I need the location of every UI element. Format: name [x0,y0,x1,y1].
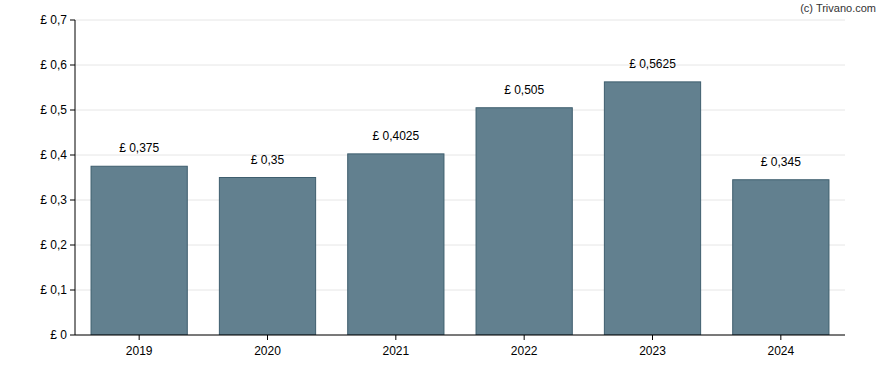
grid-line [75,290,845,291]
x-tick [395,335,396,340]
bars [91,82,829,335]
x-tick [139,335,140,340]
y-tick [70,200,75,201]
grid-line [75,200,845,201]
grid-line [75,110,845,111]
y-tick [70,65,75,66]
annotation: (c) Trivano.com [800,2,876,14]
data-label: £ 0,4025 [372,129,419,143]
x-tick [267,335,268,340]
y-tick-label: £ 0 [50,328,67,342]
y-axis [75,20,76,335]
bar [91,166,187,335]
y-tick-label: £ 0,6 [40,58,67,72]
x-tick-label: 2023 [639,344,666,358]
y-tick [70,335,75,336]
bar [604,82,700,335]
grid-line [75,335,845,336]
y-tick [70,20,75,21]
grid-line [75,155,845,156]
y-tick [70,110,75,111]
y-tick-label: £ 0,5 [40,103,67,117]
x-tick-label: 2020 [254,344,281,358]
x-tick-label: 2019 [126,344,153,358]
grid-line [75,65,845,66]
y-tick-label: £ 0,2 [40,238,67,252]
y-tick [70,245,75,246]
x-tick [524,335,525,340]
data-label: £ 0,505 [504,83,544,97]
data-label: £ 0,35 [251,153,285,167]
x-tick-label: 2022 [511,344,538,358]
grid-line [75,20,845,21]
grid-line [75,245,845,246]
y-tick [70,155,75,156]
y-tick-label: £ 0,1 [40,283,67,297]
bar [219,178,315,336]
y-tick-label: £ 0,7 [40,13,67,27]
bar [348,154,444,335]
x-axis [75,335,845,336]
data-label: £ 0,375 [119,141,159,155]
x-tick [780,335,781,340]
bar [476,108,572,335]
data-label: £ 0,345 [761,155,801,169]
x-tick [652,335,653,340]
data-label: £ 0,5625 [629,57,676,71]
y-tick-label: £ 0,4 [40,148,67,162]
chart: £ 0 £ 0,1 £ 0,2 £ 0,3 £ 0,4 £ 0,5 £ 0,6 £ 0,7 £ … [0,0,888,370]
x-tick-label: 2021 [382,344,409,358]
x-tick-label: 2024 [767,344,794,358]
y-tick [70,290,75,291]
bar [733,180,829,335]
y-tick-label: £ 0,3 [40,193,67,207]
